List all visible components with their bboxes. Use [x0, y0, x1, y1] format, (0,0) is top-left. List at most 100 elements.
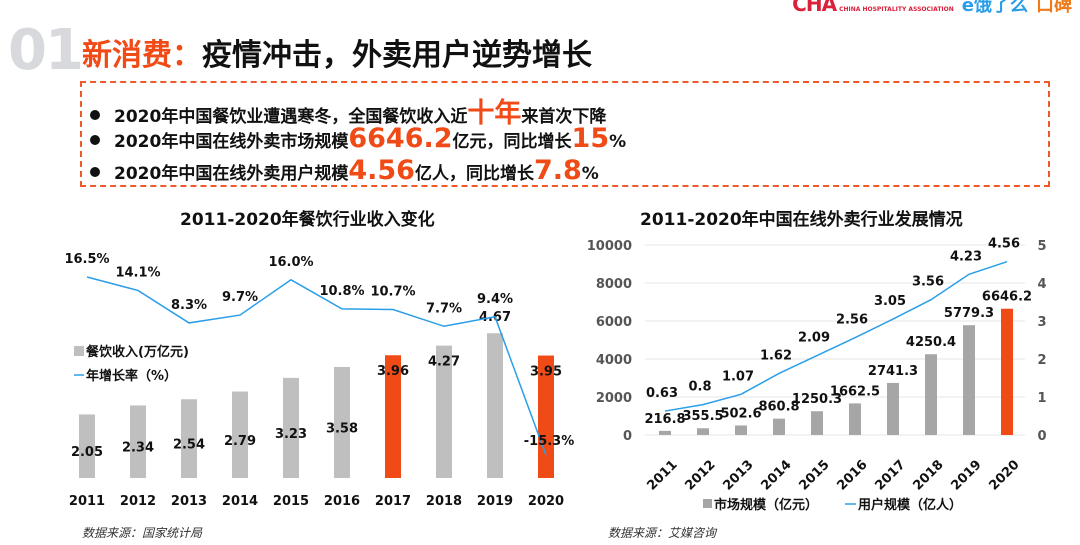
- highlights-box: 2020年中国餐饮业遭遇寒冬，全国餐饮收入近 十年 来首次下降 2020年中国在线外…: [80, 81, 1050, 187]
- line-label: 16.0%: [268, 255, 313, 270]
- x-tick-label: 2013: [171, 494, 207, 509]
- line-label: -15.3%: [524, 434, 575, 449]
- legend-bar-swatch: [74, 346, 84, 356]
- y-right-tick-label: 3: [1037, 315, 1046, 330]
- x-tick-label: 2015: [273, 494, 309, 509]
- right-source: 数据来源：艾媒咨询: [608, 526, 717, 540]
- x-tick-label: 2012: [682, 457, 718, 493]
- bar-2019: [963, 325, 975, 435]
- bar-label: 2.05: [71, 445, 103, 460]
- y-right-tick-label: 2: [1037, 353, 1046, 368]
- y-right-tick-label: 4: [1037, 277, 1046, 292]
- section-number: 01: [8, 18, 84, 83]
- x-tick-label: 2013: [720, 457, 756, 493]
- cha-logo: CHA CHINA HOSPITALITY ASSOCIATION: [792, 0, 954, 16]
- bar-2012: [697, 428, 709, 435]
- x-tick-label: 2011: [644, 457, 680, 493]
- y-right-tick-label: 5: [1037, 239, 1046, 254]
- bar-label: 2.54: [173, 438, 205, 453]
- right-chart-title: 2011-2020年中国在线外卖行业发展情况: [640, 210, 963, 230]
- line-label: 10.7%: [370, 284, 415, 299]
- line-label: 2.09: [798, 331, 830, 346]
- bar-2016: [849, 403, 861, 435]
- legend-bar-swatch: [703, 499, 712, 508]
- line-label: 3.05: [874, 294, 906, 309]
- bar-2016: [334, 367, 350, 478]
- line-label: 9.7%: [222, 290, 258, 305]
- bar-2018: [925, 354, 937, 435]
- left-chart-title: 2011-2020年餐饮行业收入变化: [180, 210, 435, 230]
- y-left-tick-label: 6000: [596, 315, 632, 330]
- bar-2017: [887, 382, 899, 435]
- bar-label: 1250.3: [792, 392, 842, 407]
- legend-bar-label: 餐饮收入(万亿元): [85, 344, 189, 360]
- bullet-item: 2020年中国餐饮业遭遇寒冬，全国餐饮收入近 十年 来首次下降: [90, 91, 1048, 129]
- y-right-tick-label: 0: [1037, 429, 1046, 444]
- bar-2015: [283, 377, 299, 478]
- x-tick-label: 2017: [375, 494, 411, 509]
- line-label: 0.8: [688, 380, 711, 395]
- x-tick-label: 2018: [910, 457, 946, 493]
- y-right-tick-label: 1: [1037, 391, 1046, 406]
- bar-2018: [436, 345, 452, 478]
- bar-label: 3.96: [377, 364, 409, 379]
- bar-label: 3.58: [326, 422, 358, 437]
- bullet-item: 2020年中国在线外卖市场规模 6646.2 亿元，同比增长 15%: [90, 123, 1048, 155]
- line-label: 1.62: [760, 348, 792, 363]
- line-label: 0.63: [646, 386, 678, 401]
- line-label: 7.7%: [426, 301, 462, 316]
- bar-label: 3.95: [530, 365, 562, 380]
- x-tick-label: 2016: [834, 457, 870, 493]
- x-tick-label: 2019: [948, 457, 984, 493]
- bar-2011: [659, 430, 671, 435]
- x-tick-label: 2016: [324, 494, 360, 509]
- bar-2013: [735, 425, 747, 435]
- bar-label: 5779.3: [944, 306, 994, 321]
- legend-line-label: 用户规模（亿人）: [857, 497, 962, 513]
- bar-label: 355.5: [682, 409, 723, 424]
- bar-2017: [385, 355, 401, 478]
- x-tick-label: 2015: [796, 457, 832, 493]
- bar-label: 4.27: [428, 355, 460, 370]
- y-left-tick-label: 8000: [596, 277, 632, 292]
- bullet-item: 2020年中国在线外卖用户规模 4.56 亿人，同比增长 7.8%: [90, 155, 1048, 187]
- x-tick-label: 2019: [477, 494, 513, 509]
- bar-label: 2.34: [122, 441, 154, 456]
- x-tick-label: 2017: [872, 457, 908, 493]
- line-label: 16.5%: [64, 252, 109, 267]
- bar-2012: [130, 405, 146, 478]
- bar-label: 1662.5: [830, 384, 880, 399]
- line-label: 9.4%: [477, 292, 513, 307]
- x-tick-label: 2020: [986, 457, 1022, 493]
- bar-2015: [811, 411, 823, 435]
- y-left-tick-label: 10000: [587, 239, 632, 254]
- y-left-tick-label: 0: [623, 429, 632, 444]
- line-label: 1.07: [722, 369, 754, 384]
- bar-label: 860.8: [758, 400, 799, 415]
- growth-line: [86, 276, 547, 456]
- line-label: 4.56: [988, 237, 1020, 252]
- page-title: 新消费：疫情冲击，外卖用户逆势增长: [82, 38, 592, 73]
- bar-label: 6646.2: [982, 290, 1032, 305]
- line-label: 4.23: [950, 249, 982, 264]
- x-tick-label: 2011: [69, 494, 105, 509]
- y-left-tick-label: 2000: [596, 391, 632, 406]
- y-left-tick-label: 4000: [596, 353, 632, 368]
- bar-2019: [487, 333, 503, 478]
- line-label: 14.1%: [115, 265, 160, 280]
- bar-2014: [232, 391, 248, 478]
- eleme-logo: e饿了么: [961, 0, 1028, 16]
- x-tick-label: 2014: [758, 457, 794, 493]
- bullet-dot-icon: [90, 135, 100, 145]
- bar-label: 502.6: [720, 406, 761, 421]
- bar-2020: [1001, 308, 1013, 435]
- bar-label: 3.23: [275, 427, 307, 442]
- bar-2013: [181, 399, 197, 478]
- bar-label: 216.8: [644, 412, 685, 427]
- x-tick-label: 2014: [222, 494, 258, 509]
- x-tick-label: 2020: [528, 494, 564, 509]
- x-tick-label: 2012: [120, 494, 156, 509]
- legend-line-label: 年增长率（%）: [86, 368, 177, 384]
- line-label: 8.3%: [171, 298, 207, 313]
